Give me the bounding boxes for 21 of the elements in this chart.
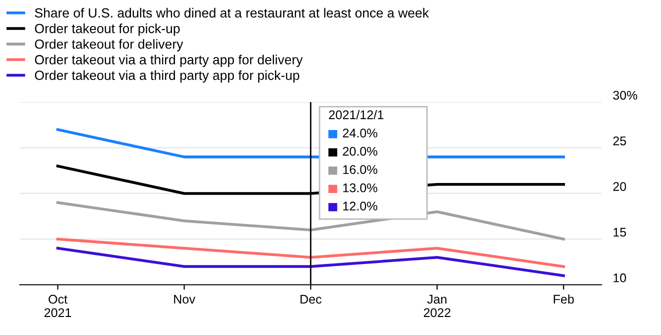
- annotation: 13.0%: [343, 183, 378, 192]
- annotation: 16.0%: [343, 165, 378, 174]
- x-tick-label: Jan 2022: [424, 294, 450, 318]
- annotation: 2021/12/1: [329, 110, 384, 120]
- x-tick-label: Oct 2021: [44, 294, 72, 318]
- y-tick-label: 30%: [613, 90, 638, 100]
- x-tick-label: Feb: [554, 294, 574, 304]
- x-tick-label: Dec: [300, 294, 322, 304]
- annotation: 12.0%: [343, 202, 378, 211]
- legend-label: Share of U.S. adults who dined at a restaurant at least once a week: [34, 8, 429, 18]
- annotation: 24.0%: [342, 128, 378, 138]
- legend-label: Order takeout via a third party app for pick-up: [34, 70, 300, 83]
- legend-label: Order takeout via a third party app for delivery: [34, 54, 303, 68]
- annotation: 20.0%: [342, 146, 378, 156]
- y-tick-label: 10: [614, 273, 626, 282]
- x-tick-label: Nov: [174, 294, 196, 304]
- legend-label: Order takeout for pick-up: [34, 24, 180, 36]
- y-tick-label: 20: [613, 182, 626, 191]
- y-tick-label: 25: [613, 136, 626, 146]
- y-tick-label: 15: [614, 228, 626, 237]
- legend-label: Order takeout for delivery: [34, 39, 184, 52]
